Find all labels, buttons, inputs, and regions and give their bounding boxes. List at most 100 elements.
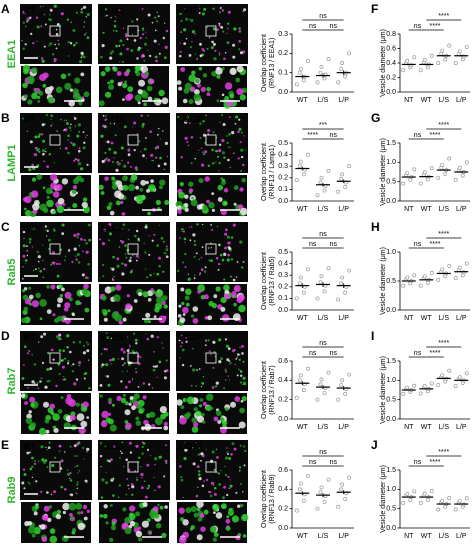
- puncta: [146, 189, 150, 193]
- puncta: [146, 518, 151, 522]
- puncta: [37, 95, 41, 100]
- data-point: [440, 373, 445, 378]
- puncta: [116, 257, 120, 261]
- data-point: [326, 57, 331, 62]
- puncta: [221, 314, 230, 322]
- puncta: [112, 494, 115, 497]
- puncta: [228, 487, 231, 490]
- y-tick-label: 0.5: [278, 140, 288, 147]
- puncta: [74, 466, 76, 468]
- puncta: [137, 101, 141, 105]
- x-tick-label: NT: [404, 97, 414, 104]
- puncta: [81, 96, 85, 99]
- puncta: [144, 268, 147, 270]
- data-point: [457, 498, 462, 503]
- puncta: [143, 59, 146, 62]
- puncta: [128, 259, 132, 263]
- x-tick-label: WT: [421, 533, 433, 540]
- puncta: [139, 356, 142, 359]
- puncta: [240, 483, 242, 485]
- data-point: [447, 263, 452, 268]
- puncta: [211, 208, 215, 212]
- data-point: [322, 289, 327, 294]
- puncta: [78, 361, 82, 365]
- puncta: [230, 401, 236, 408]
- puncta: [108, 202, 113, 207]
- puncta: [80, 72, 85, 77]
- puncta: [208, 202, 215, 209]
- puncta: [226, 235, 230, 239]
- x-tick-label: L/S: [438, 206, 449, 213]
- puncta: [112, 255, 115, 259]
- puncta: [152, 506, 159, 512]
- puncta: [159, 179, 166, 186]
- significance-label: ****: [430, 459, 441, 466]
- marker-label: Rab5: [6, 259, 18, 286]
- data-point: [401, 500, 406, 505]
- roi-box: [49, 352, 61, 364]
- puncta: [192, 306, 199, 312]
- puncta: [156, 244, 159, 247]
- puncta: [241, 513, 249, 522]
- puncta: [69, 350, 72, 354]
- puncta: [131, 33, 134, 36]
- puncta: [135, 444, 139, 448]
- puncta: [143, 147, 147, 151]
- puncta: [100, 191, 105, 195]
- puncta: [127, 484, 129, 487]
- puncta: [85, 242, 88, 245]
- data-point: [440, 267, 445, 272]
- puncta: [192, 462, 196, 466]
- puncta: [145, 157, 147, 159]
- puncta: [214, 385, 218, 388]
- puncta: [223, 57, 226, 61]
- puncta: [26, 130, 29, 133]
- puncta: [100, 134, 104, 138]
- puncta: [238, 304, 246, 313]
- puncta: [46, 285, 50, 289]
- puncta: [53, 228, 56, 231]
- puncta: [107, 158, 111, 162]
- puncta: [33, 363, 36, 366]
- puncta: [80, 511, 84, 515]
- puncta: [184, 266, 187, 268]
- puncta: [50, 263, 52, 266]
- image-label: L312P: [179, 333, 203, 342]
- puncta: [184, 120, 188, 124]
- puncta: [227, 375, 230, 377]
- puncta: [218, 262, 221, 266]
- puncta: [227, 475, 230, 479]
- puncta: [105, 481, 109, 485]
- puncta: [140, 114, 143, 117]
- puncta: [23, 287, 28, 291]
- puncta: [100, 496, 104, 499]
- puncta: [128, 402, 132, 406]
- puncta: [193, 277, 196, 280]
- puncta: [62, 130, 65, 132]
- data-point: [464, 261, 469, 266]
- puncta: [200, 526, 206, 532]
- puncta: [176, 205, 182, 211]
- significance-label: ns: [414, 23, 422, 30]
- puncta: [67, 151, 70, 155]
- data-point: [347, 475, 352, 480]
- puncta: [234, 396, 241, 402]
- puncta: [179, 117, 182, 120]
- puncta: [200, 459, 202, 462]
- puncta: [165, 245, 168, 248]
- puncta: [188, 74, 196, 82]
- puncta: [163, 425, 169, 431]
- puncta: [153, 351, 155, 353]
- puncta: [115, 161, 118, 164]
- puncta: [163, 421, 168, 426]
- puncta: [212, 340, 216, 344]
- puncta: [82, 131, 85, 134]
- puncta: [213, 492, 217, 496]
- x-tick-label: L/P: [338, 424, 349, 431]
- y-tick-label: 0.6: [386, 45, 396, 52]
- puncta: [239, 381, 243, 384]
- puncta: [223, 485, 227, 489]
- puncta: [209, 494, 213, 498]
- puncta: [216, 28, 219, 31]
- puncta: [42, 139, 46, 143]
